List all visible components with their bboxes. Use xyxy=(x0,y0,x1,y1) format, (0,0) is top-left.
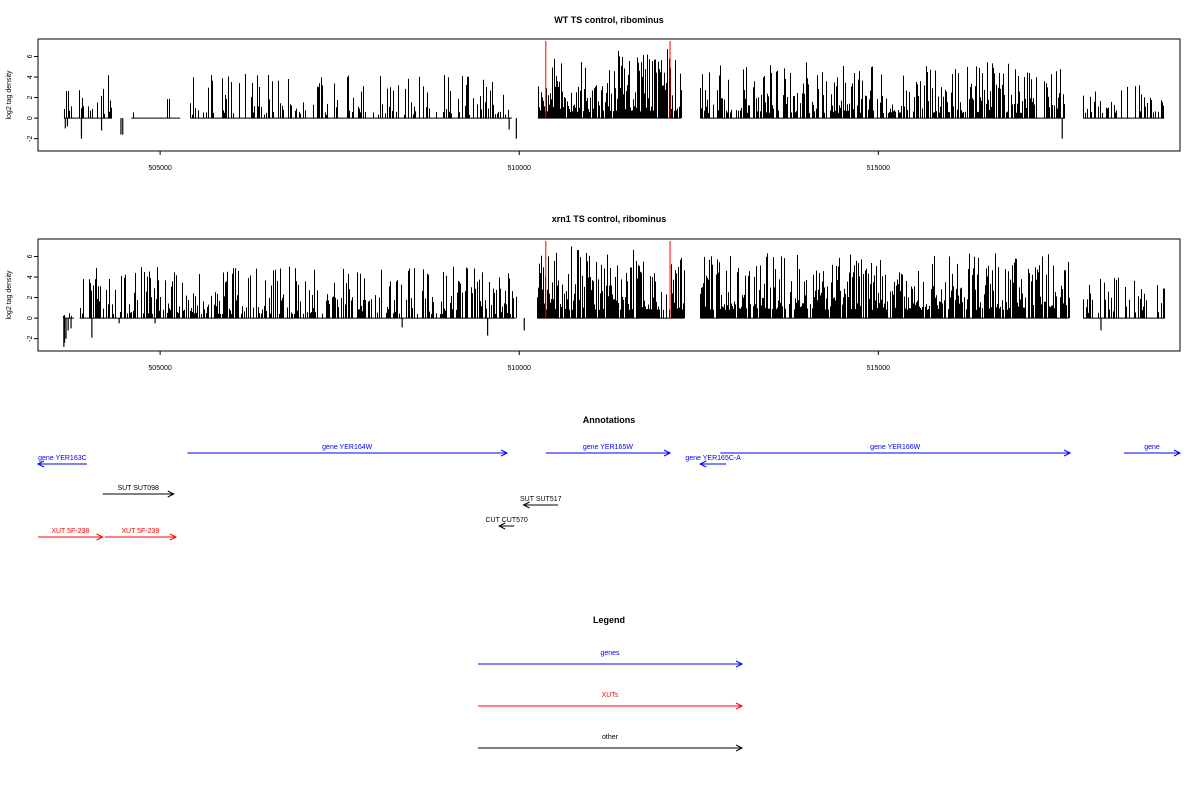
wt-panel-title: WT TS control, ribominus xyxy=(554,15,664,25)
x-tick-label: 505000 xyxy=(148,365,171,372)
legend-items: genes XUTs other xyxy=(478,650,744,752)
xrn1-plot-frame xyxy=(37,238,1181,352)
legend-arrow xyxy=(478,744,744,752)
annotation-label: gene YER163C xyxy=(38,455,87,462)
xrn1-x-axis: 505000 510000 515000 xyxy=(148,351,890,372)
annotation-arrow xyxy=(1123,449,1182,457)
xrn1-coverage-bars xyxy=(63,246,1165,347)
annotation-arrow xyxy=(36,460,87,468)
annotation-arrow xyxy=(699,460,727,468)
y-tick-label: 2 xyxy=(27,296,34,300)
legend-arrow xyxy=(478,702,744,710)
annotation-features: gene YER163C gene YER164W gene YER165W gene… xyxy=(36,444,1182,541)
legend: Legend genes XUTs other xyxy=(478,615,744,752)
annotation-label: SUT SUT517 xyxy=(520,496,562,503)
y-tick-label: 6 xyxy=(27,254,34,258)
legend-label: genes xyxy=(600,650,620,657)
y-tick-label: 2 xyxy=(27,96,34,100)
wt-coverage-panel: WT TS control, ribominus log2 tag densit… xyxy=(6,15,1181,172)
xrn1-y-axis: -2 0 2 4 6 xyxy=(27,254,38,342)
y-tick-label: 4 xyxy=(27,275,34,279)
annotation-label: gene xyxy=(1144,444,1160,451)
annotation-label: XUT 5F-238 xyxy=(51,528,89,535)
xrn1-y-axis-label: log2 tag density xyxy=(6,270,13,320)
legend-label: XUTs xyxy=(602,692,619,699)
legend-title: Legend xyxy=(593,615,625,625)
y-tick-label: 0 xyxy=(27,116,34,120)
annotation-arrow xyxy=(522,501,559,509)
y-tick-label: -2 xyxy=(27,335,34,341)
wt-plot-frame xyxy=(37,38,1181,152)
x-tick-label: 510000 xyxy=(508,165,531,172)
annotation-arrow xyxy=(104,533,178,541)
x-tick-label: 515000 xyxy=(867,365,890,372)
annotation-label: SUT SUT098 xyxy=(117,485,159,492)
wt-region-markers xyxy=(545,41,671,119)
xrn1-region-markers xyxy=(545,241,671,319)
annotation-label: gene YER165W xyxy=(583,444,633,451)
annotation-arrow xyxy=(187,449,509,457)
annotations-title: Annotations xyxy=(583,415,636,425)
xrn1-coverage-panel: xrn1 TS control, ribominus log2 tag dens… xyxy=(6,214,1181,372)
annotation-arrow xyxy=(497,522,515,530)
y-tick-label: 6 xyxy=(27,54,34,58)
annotation-label: CUT CUT570 xyxy=(486,517,528,524)
annotation-label: gene YER164W xyxy=(322,444,372,451)
annotation-arrow xyxy=(545,449,672,457)
legend-label: other xyxy=(602,734,619,741)
x-tick-label: 505000 xyxy=(148,165,171,172)
annotation-arrow xyxy=(38,533,104,541)
y-tick-label: 4 xyxy=(27,75,34,79)
x-tick-label: 510000 xyxy=(508,365,531,372)
wt-y-axis: -2 0 2 4 6 xyxy=(27,54,38,142)
wt-x-axis: 505000 510000 515000 xyxy=(148,151,890,172)
xrn1-panel-title: xrn1 TS control, ribominus xyxy=(552,214,667,224)
annotation-label: XUT 5F-239 xyxy=(121,528,159,535)
y-tick-label: 0 xyxy=(27,316,34,320)
wt-y-axis-label: log2 tag density xyxy=(6,70,13,120)
legend-arrow xyxy=(478,660,744,668)
x-tick-label: 515000 xyxy=(867,165,890,172)
y-tick-label: -2 xyxy=(27,135,34,141)
annotation-arrow xyxy=(102,490,175,498)
annotation-label: gene YER166W xyxy=(870,444,920,451)
annotation-arrow xyxy=(720,449,1072,457)
annotation-label: gene YER165C-A xyxy=(685,455,741,462)
wt-coverage-bars xyxy=(63,49,1165,139)
